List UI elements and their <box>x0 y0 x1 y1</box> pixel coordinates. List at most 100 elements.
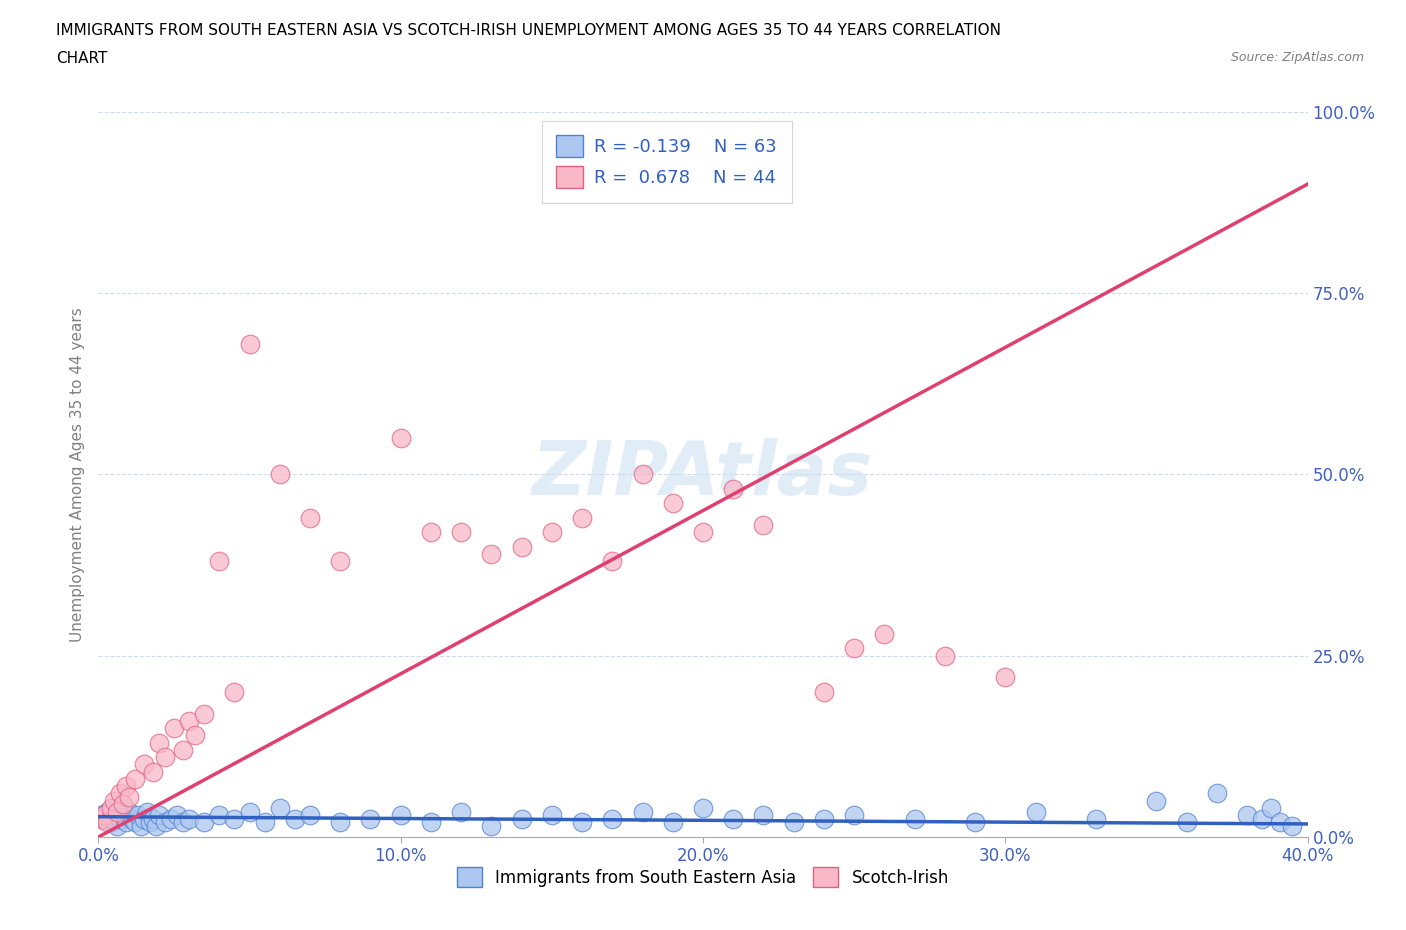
Point <box>184 728 207 743</box>
Point <box>253 815 276 830</box>
Point <box>813 811 835 827</box>
Point <box>631 804 654 819</box>
Point <box>124 815 146 830</box>
Point <box>160 811 183 827</box>
Point <box>108 811 131 827</box>
Point <box>1236 808 1258 823</box>
Point <box>100 801 122 816</box>
Point <box>224 684 246 699</box>
Point <box>132 811 155 827</box>
Point <box>269 801 291 816</box>
Point <box>96 804 118 819</box>
Point <box>172 815 194 830</box>
Point <box>153 750 176 764</box>
Point <box>148 808 170 823</box>
Point <box>813 684 835 699</box>
Point <box>540 808 562 823</box>
Point <box>139 815 162 830</box>
Point <box>208 808 231 823</box>
Point <box>692 525 714 539</box>
Point <box>965 815 987 830</box>
Point <box>111 808 134 823</box>
Point <box>132 757 155 772</box>
Legend: Immigrants from South Eastern Asia, Scotch-Irish: Immigrants from South Eastern Asia, Scot… <box>450 860 956 894</box>
Point <box>129 818 152 833</box>
Point <box>389 808 412 823</box>
Point <box>111 797 134 812</box>
Point <box>602 811 624 827</box>
Point <box>661 496 683 511</box>
Point <box>284 811 307 827</box>
Point <box>103 793 125 808</box>
Point <box>142 811 165 827</box>
Point <box>179 811 201 827</box>
Point <box>994 670 1017 684</box>
Point <box>193 815 215 830</box>
Point <box>873 627 896 642</box>
Point <box>1206 786 1229 801</box>
Point <box>114 815 136 830</box>
Point <box>661 815 683 830</box>
Point <box>360 811 382 827</box>
Point <box>631 467 654 482</box>
Point <box>118 804 141 819</box>
Point <box>389 431 412 445</box>
Point <box>93 811 115 827</box>
Point <box>145 818 167 833</box>
Point <box>723 811 745 827</box>
Point <box>1260 801 1282 816</box>
Point <box>224 811 246 827</box>
Point <box>179 713 201 728</box>
Text: Source: ZipAtlas.com: Source: ZipAtlas.com <box>1230 51 1364 64</box>
Text: CHART: CHART <box>56 51 108 66</box>
Point <box>299 808 322 823</box>
Point <box>752 808 775 823</box>
Point <box>193 706 215 721</box>
Point <box>1270 815 1292 830</box>
Point <box>163 721 186 736</box>
Point <box>153 815 176 830</box>
Point <box>118 790 141 804</box>
Point <box>127 808 149 823</box>
Point <box>450 804 472 819</box>
Point <box>1281 818 1303 833</box>
Point <box>299 511 322 525</box>
Point <box>103 801 125 816</box>
Point <box>481 818 503 833</box>
Y-axis label: Unemployment Among Ages 35 to 44 years: Unemployment Among Ages 35 to 44 years <box>69 307 84 642</box>
Point <box>420 815 443 830</box>
Point <box>114 778 136 793</box>
Point <box>481 547 503 562</box>
Point <box>571 511 593 525</box>
Point <box>723 482 745 497</box>
Point <box>1175 815 1198 830</box>
Text: ZIPAtlas: ZIPAtlas <box>533 438 873 511</box>
Point <box>208 554 231 569</box>
Point <box>121 811 143 827</box>
Point <box>100 815 122 830</box>
Point <box>1085 811 1108 827</box>
Point <box>135 804 157 819</box>
Point <box>90 811 112 827</box>
Point <box>105 818 128 833</box>
Point <box>108 786 131 801</box>
Point <box>239 337 262 352</box>
Point <box>783 815 806 830</box>
Point <box>844 641 866 656</box>
Point <box>239 804 262 819</box>
Text: IMMIGRANTS FROM SOUTH EASTERN ASIA VS SCOTCH-IRISH UNEMPLOYMENT AMONG AGES 35 TO: IMMIGRANTS FROM SOUTH EASTERN ASIA VS SC… <box>56 23 1001 38</box>
Point <box>269 467 291 482</box>
Point <box>934 648 956 663</box>
Point <box>510 811 533 827</box>
Point <box>124 772 146 787</box>
Point <box>692 801 714 816</box>
Point <box>90 808 112 823</box>
Point <box>172 742 194 757</box>
Point <box>329 815 352 830</box>
Point <box>1024 804 1046 819</box>
Point <box>752 518 775 533</box>
Point <box>105 804 128 819</box>
Point <box>602 554 624 569</box>
Point <box>510 539 533 554</box>
Point <box>844 808 866 823</box>
